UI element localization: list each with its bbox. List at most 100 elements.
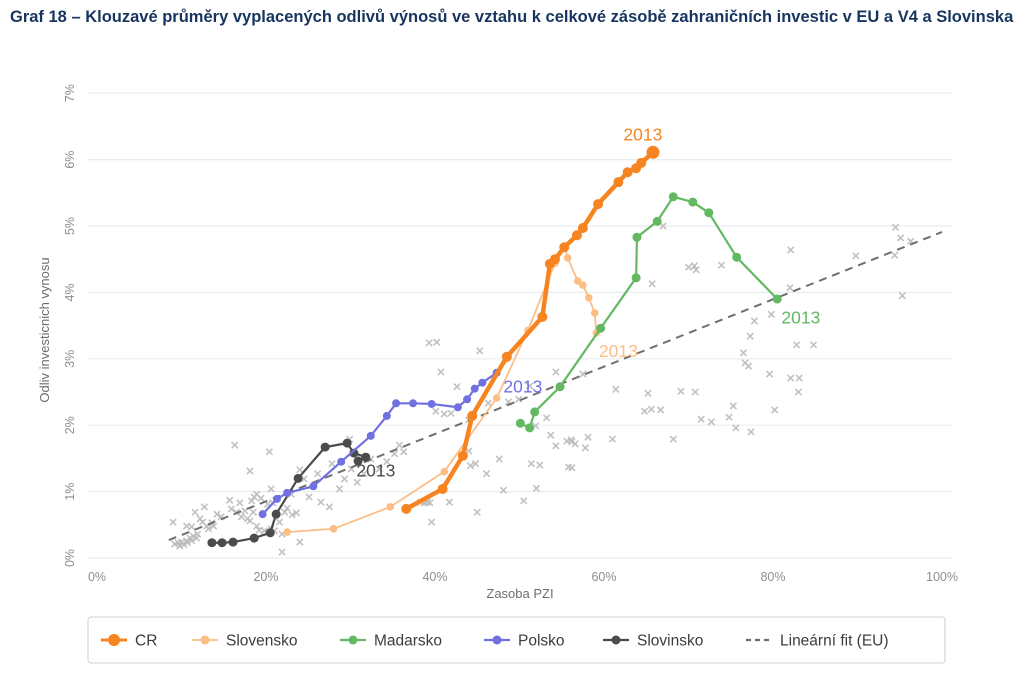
series-marker-slovinsko: [349, 448, 359, 458]
eu-scatter-point: [253, 490, 261, 498]
eu-scatter-point: [568, 464, 576, 472]
series-marker-slovinsko: [320, 442, 330, 452]
eu-scatter-point: [717, 261, 726, 269]
series-marker-slovensko: [440, 467, 449, 476]
eu-scatter-point: [471, 460, 480, 468]
eu-scatter-point: [340, 475, 349, 483]
legend-box: [87, 616, 946, 664]
legend-item-slovensko: Slovensko: [192, 633, 298, 650]
series-marker-slovensko: [283, 528, 291, 536]
eu-scatter-point: [437, 368, 445, 376]
eu-scatter-point: [725, 413, 733, 421]
eu-scatter-point: [292, 509, 301, 517]
eu-scatter-point: [571, 440, 579, 448]
series-marker-cr: [437, 483, 448, 494]
eu-scatter-point: [514, 395, 523, 403]
eu-scatter-point: [187, 537, 196, 545]
series-marker-slovinsko: [353, 456, 363, 466]
legend-item-fit: Lineární fit (EU): [746, 633, 889, 650]
legend-label-polsko: Polsko: [518, 633, 565, 650]
legend-item-madarsko: Madarsko: [340, 633, 442, 650]
eu-scatter-point: [568, 438, 576, 446]
eu-scatter-point: [466, 462, 475, 470]
eu-scatter-point: [482, 470, 491, 478]
y-tick-label: 6%: [63, 151, 77, 169]
series-marker-polsko: [453, 403, 462, 412]
series-marker-slovinsko: [228, 537, 238, 547]
series-marker-slovensko: [329, 524, 338, 533]
legend-marker-dot-madarsko: [348, 635, 358, 645]
series-marker-polsko: [366, 431, 375, 440]
eu-scatter-point: [684, 263, 693, 271]
series-marker-polsko: [392, 399, 401, 408]
eu-scatter-point: [237, 513, 246, 521]
eu-scatter-point: [473, 508, 481, 516]
eu-scatter-point: [648, 280, 656, 288]
eu-scatter-point: [288, 511, 296, 519]
series-marker-polsko: [309, 482, 318, 491]
eu-scatter-point: [176, 542, 184, 550]
series-marker-polsko: [337, 457, 346, 466]
series-marker-slovinsko: [342, 438, 352, 448]
eu-scatter-point: [425, 339, 433, 347]
eu-scatter-point: [765, 370, 774, 378]
eu-scatter-point: [484, 399, 492, 407]
x-tick-label: 20%: [253, 570, 278, 584]
eu-scatter-point: [360, 470, 368, 478]
eu-scatter-point: [767, 310, 775, 318]
series-marker-cr: [646, 145, 660, 159]
series-marker-cr: [622, 167, 633, 178]
eu-scatter-point: [669, 435, 677, 443]
legend-label-fit: Lineární fit (EU): [780, 633, 889, 650]
series-marker-slovensko: [590, 309, 599, 317]
eu-scatter-point: [750, 317, 759, 325]
series-marker-madarsko: [631, 273, 641, 283]
y-tick-label: 7%: [63, 84, 77, 102]
eu-scatter-point: [231, 441, 239, 449]
eu-scatter-point: [495, 455, 503, 463]
annotation-madarsko: 2013: [781, 308, 820, 328]
y-tick-label: 4%: [63, 283, 77, 301]
x-axis-title: Zasoba PZI: [486, 586, 553, 601]
eu-scatter-point: [891, 251, 899, 259]
legend-marker-dot-slovensko: [200, 635, 210, 645]
series-marker-madarsko: [732, 252, 742, 262]
series-marker-polsko: [283, 488, 292, 497]
series-marker-polsko: [409, 399, 418, 408]
eu-scatter-point: [169, 518, 177, 526]
eu-scatter-point: [253, 522, 261, 530]
eu-scatter-point: [691, 388, 699, 396]
x-tick-label: 0%: [88, 570, 106, 584]
eu-scatter-point: [193, 530, 202, 538]
eu-scatter-point: [383, 458, 391, 466]
eu-scatter-point: [744, 362, 753, 370]
series-marker-slovensko: [584, 293, 593, 302]
legend-item-polsko: Polsko: [484, 633, 565, 650]
eu-scatter-point: [659, 222, 667, 230]
series-marker-madarsko: [525, 423, 535, 433]
eu-scatter-point: [581, 444, 590, 452]
series-marker-madarsko: [515, 418, 525, 428]
eu-scatter-point: [236, 499, 244, 507]
eu-scatter-point: [707, 418, 715, 426]
eu-scatter-point: [896, 234, 905, 242]
series-marker-slovinsko: [293, 473, 303, 483]
annotation-slovensko: 2013: [599, 341, 638, 361]
eu-scatter-point: [852, 252, 860, 260]
eu-scatter-point: [677, 387, 685, 396]
eu-scatter-point: [247, 497, 256, 505]
series-marker-cr: [571, 230, 582, 241]
annotation-cr: 2013: [623, 124, 662, 144]
series-marker-slovinsko: [265, 528, 275, 538]
linear-fit-line: [168, 231, 943, 542]
series-eu: [169, 222, 915, 556]
series-marker-cr: [577, 222, 588, 233]
eu-scatter-point: [552, 442, 560, 450]
eu-scatter-point: [453, 383, 461, 391]
legend-label-cr: CR: [135, 633, 157, 650]
eu-scatter-point: [280, 508, 289, 516]
eu-scatter-point: [317, 498, 325, 506]
series-marker-polsko: [272, 494, 281, 503]
eu-scatter-point: [189, 532, 197, 540]
eu-scatter-point: [697, 415, 705, 423]
